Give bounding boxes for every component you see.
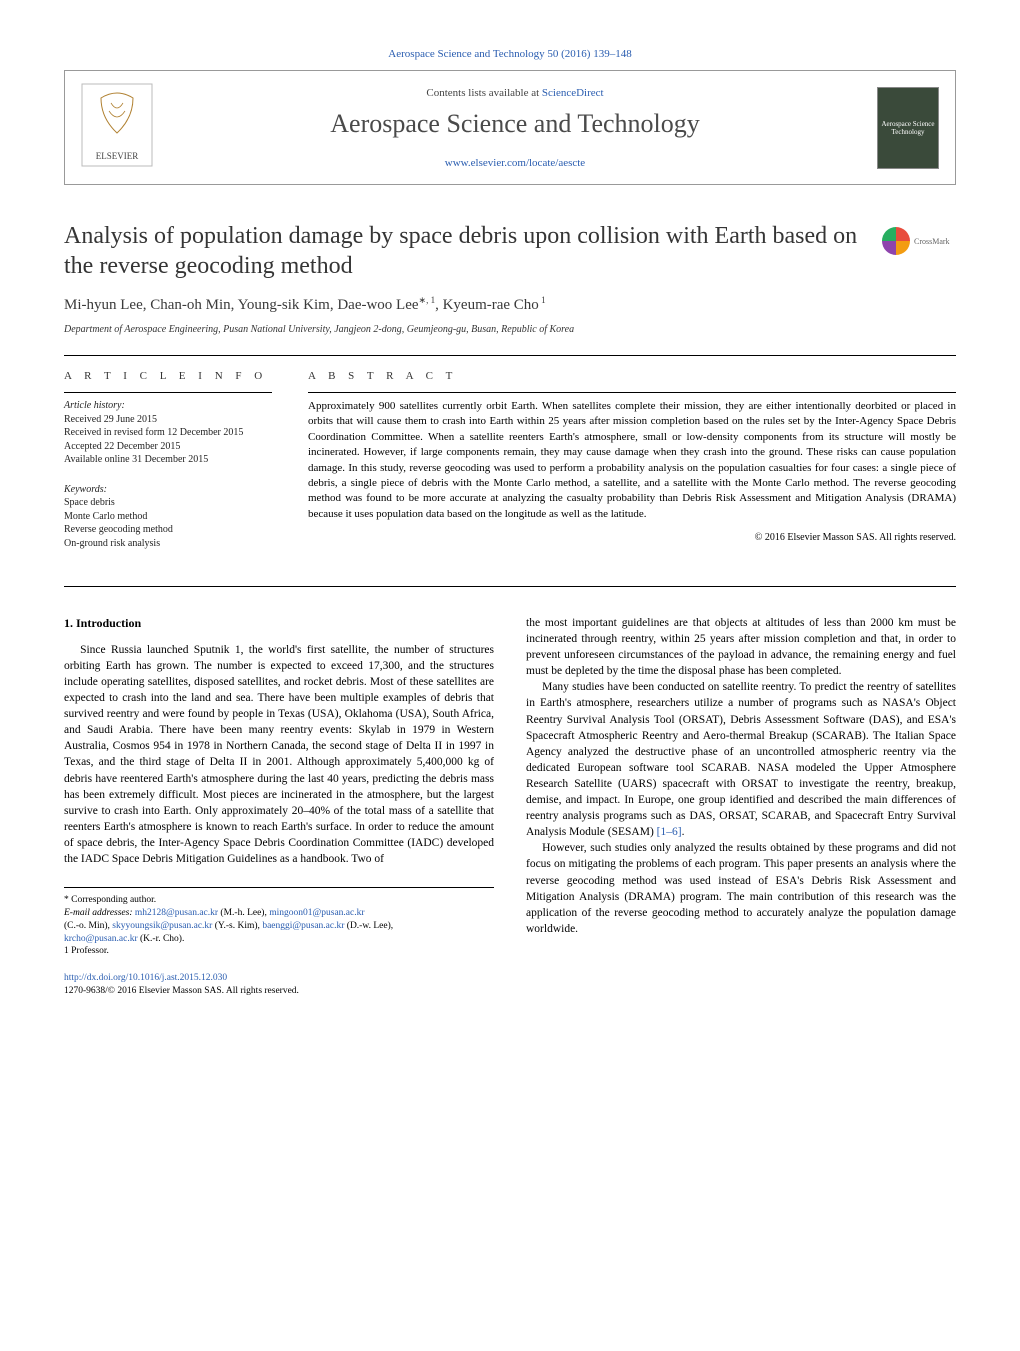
- journal-header-box: ELSEVIER Contents lists available at Sci…: [64, 70, 956, 185]
- email-4[interactable]: baenggi@pusan.ac.kr: [262, 921, 344, 931]
- rule-top: [64, 355, 956, 356]
- history-received: Received 29 June 2015: [64, 413, 272, 427]
- paper-page: Aerospace Science and Technology 50 (201…: [0, 0, 1020, 1038]
- body-col-right: the most important guidelines are that o…: [526, 615, 956, 998]
- header-center: Contents lists available at ScienceDirec…: [169, 87, 861, 169]
- col2-p1: the most important guidelines are that o…: [526, 615, 956, 679]
- email-label: E-mail addresses:: [64, 908, 133, 918]
- journal-name: Aerospace Science and Technology: [169, 109, 861, 139]
- body-columns: 1. Introduction Since Russia launched Sp…: [64, 615, 956, 998]
- name-3: (Y.-s. Kim),: [212, 921, 262, 931]
- col2-p2: Many studies have been conducted on sate…: [526, 681, 956, 838]
- name-5: (K.-r. Cho).: [138, 934, 185, 944]
- kw-1: Space debris: [64, 496, 272, 510]
- svg-text:ELSEVIER: ELSEVIER: [96, 151, 139, 161]
- top-citation: Aerospace Science and Technology 50 (201…: [64, 48, 956, 60]
- name-1: (M.-h. Lee),: [218, 908, 269, 918]
- author-last: , Kyeum-rae Cho: [435, 297, 539, 313]
- email-1[interactable]: mh2128@pusan.ac.kr: [135, 908, 218, 918]
- abstract-col: a b s t r a c t Approximately 900 satell…: [308, 370, 956, 566]
- col1-p1: Since Russia launched Sputnik 1, the wor…: [64, 642, 494, 867]
- contents-lists-line: Contents lists available at ScienceDirec…: [169, 87, 861, 99]
- name-4: (D.-w. Lee),: [344, 921, 393, 931]
- kw-4: On-ground risk analysis: [64, 537, 272, 551]
- kw-3: Reverse geocoding method: [64, 523, 272, 537]
- citation-link[interactable]: Aerospace Science and Technology 50 (201…: [388, 48, 631, 60]
- abstract-copyright: © 2016 Elsevier Masson SAS. All rights r…: [308, 532, 956, 543]
- history-accepted: Accepted 22 December 2015: [64, 440, 272, 454]
- email-2[interactable]: mingoon01@pusan.ac.kr: [269, 908, 364, 918]
- elsevier-logo: ELSEVIER: [81, 83, 153, 172]
- col2-p3: However, such studies only analyzed the …: [526, 840, 956, 937]
- history-revised: Received in revised form 12 December 201…: [64, 426, 272, 440]
- author-sup-last: 1: [539, 295, 546, 305]
- article-history-block: Article history: Received 29 June 2015 R…: [64, 392, 272, 467]
- article-title: Analysis of population damage by space d…: [64, 221, 862, 281]
- affiliation: Department of Aerospace Engineering, Pus…: [64, 324, 956, 335]
- keywords-block: Keywords: Space debris Monte Carlo metho…: [64, 483, 272, 551]
- history-label: Article history:: [64, 399, 272, 413]
- section-1-heading: 1. Introduction: [64, 615, 494, 632]
- email-5[interactable]: krcho@pusan.ac.kr: [64, 934, 138, 944]
- title-row: Analysis of population damage by space d…: [64, 221, 956, 281]
- kw-2: Monte Carlo method: [64, 510, 272, 524]
- sciencedirect-link[interactable]: ScienceDirect: [542, 87, 604, 99]
- body-col-left: 1. Introduction Since Russia launched Sp…: [64, 615, 494, 998]
- doi-block: http://dx.doi.org/10.1016/j.ast.2015.12.…: [64, 972, 494, 998]
- professor-note: 1 Professor.: [64, 945, 494, 958]
- info-abstract-row: a r t i c l e i n f o Article history: R…: [64, 370, 956, 566]
- rule-full: [64, 586, 956, 587]
- journal-cover-thumb: Aerospace Science Technology: [877, 87, 939, 169]
- col2-p2-wrap: Many studies have been conducted on sate…: [526, 679, 956, 840]
- email-addresses-line: E-mail addresses: mh2128@pusan.ac.kr (M.…: [64, 907, 494, 945]
- authors-line: Mi-hyun Lee, Chan-oh Min, Young-sik Kim,…: [64, 295, 956, 314]
- abstract-text: Approximately 900 satellites currently o…: [308, 392, 956, 522]
- authors-main: Mi-hyun Lee, Chan-oh Min, Young-sik Kim,…: [64, 297, 419, 313]
- col2-p2-tail: .: [682, 826, 685, 838]
- author-sup-corr: ∗, 1: [419, 295, 436, 305]
- crossmark-badge[interactable]: CrossMark: [882, 221, 956, 261]
- history-online: Available online 31 December 2015: [64, 453, 272, 467]
- journal-url-line: www.elsevier.com/locate/aescte: [169, 157, 861, 169]
- keywords-label: Keywords:: [64, 483, 272, 497]
- cover-text: Aerospace Science Technology: [880, 120, 936, 136]
- footnotes-block: * Corresponding author. E-mail addresses…: [64, 887, 494, 958]
- issn-copyright: 1270-9638/© 2016 Elsevier Masson SAS. Al…: [64, 986, 299, 996]
- corresponding-author-note: * Corresponding author.: [64, 894, 494, 907]
- contents-prefix: Contents lists available at: [426, 87, 541, 99]
- email-3[interactable]: skyyoungsik@pusan.ac.kr: [112, 921, 212, 931]
- crossmark-icon: [882, 227, 910, 255]
- journal-url-link[interactable]: www.elsevier.com/locate/aescte: [445, 157, 585, 169]
- article-info-col: a r t i c l e i n f o Article history: R…: [64, 370, 272, 566]
- article-info-heading: a r t i c l e i n f o: [64, 370, 272, 382]
- abstract-heading: a b s t r a c t: [308, 370, 956, 382]
- crossmark-label: CrossMark: [914, 237, 950, 246]
- doi-link[interactable]: http://dx.doi.org/10.1016/j.ast.2015.12.…: [64, 973, 227, 983]
- name-2: (C.-o. Min),: [64, 921, 112, 931]
- ref-1-6[interactable]: [1–6]: [657, 826, 682, 838]
